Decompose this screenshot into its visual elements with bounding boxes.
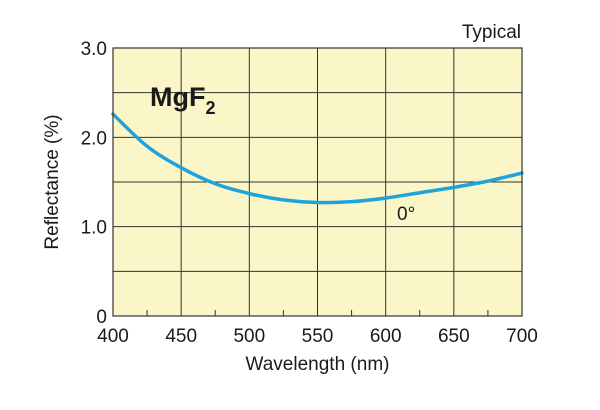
x-tick-label: 650 xyxy=(438,326,470,347)
y-axis-title: Reflectance (%) xyxy=(42,114,63,249)
series-label-0deg: 0° xyxy=(397,204,415,225)
x-axis-ticks: 400 450 500 550 600 650 700 xyxy=(97,326,538,347)
material-label-subscript: 2 xyxy=(205,98,215,118)
x-tick-label: 500 xyxy=(233,326,265,347)
y-tick-label: 0 xyxy=(96,307,107,328)
x-tick-label: 700 xyxy=(506,326,538,347)
x-axis-title: Wavelength (nm) xyxy=(246,354,390,375)
y-tick-label: 1.0 xyxy=(81,218,107,239)
y-tick-label: 2.0 xyxy=(81,128,107,149)
typical-annotation: Typical xyxy=(462,22,521,43)
x-tick-label: 600 xyxy=(370,326,402,347)
y-axis-ticks: 0 1.0 2.0 3.0 xyxy=(81,39,107,328)
x-tick-label: 400 xyxy=(97,326,129,347)
material-label: MgF2 xyxy=(150,82,216,118)
x-tick-label: 450 xyxy=(165,326,197,347)
plot-frame xyxy=(112,47,523,317)
material-label-main: MgF xyxy=(150,82,205,112)
grid-lines xyxy=(113,48,522,316)
y-tick-label: 3.0 xyxy=(81,39,107,60)
series-line-0deg xyxy=(111,112,524,205)
x-tick-label: 550 xyxy=(302,326,334,347)
